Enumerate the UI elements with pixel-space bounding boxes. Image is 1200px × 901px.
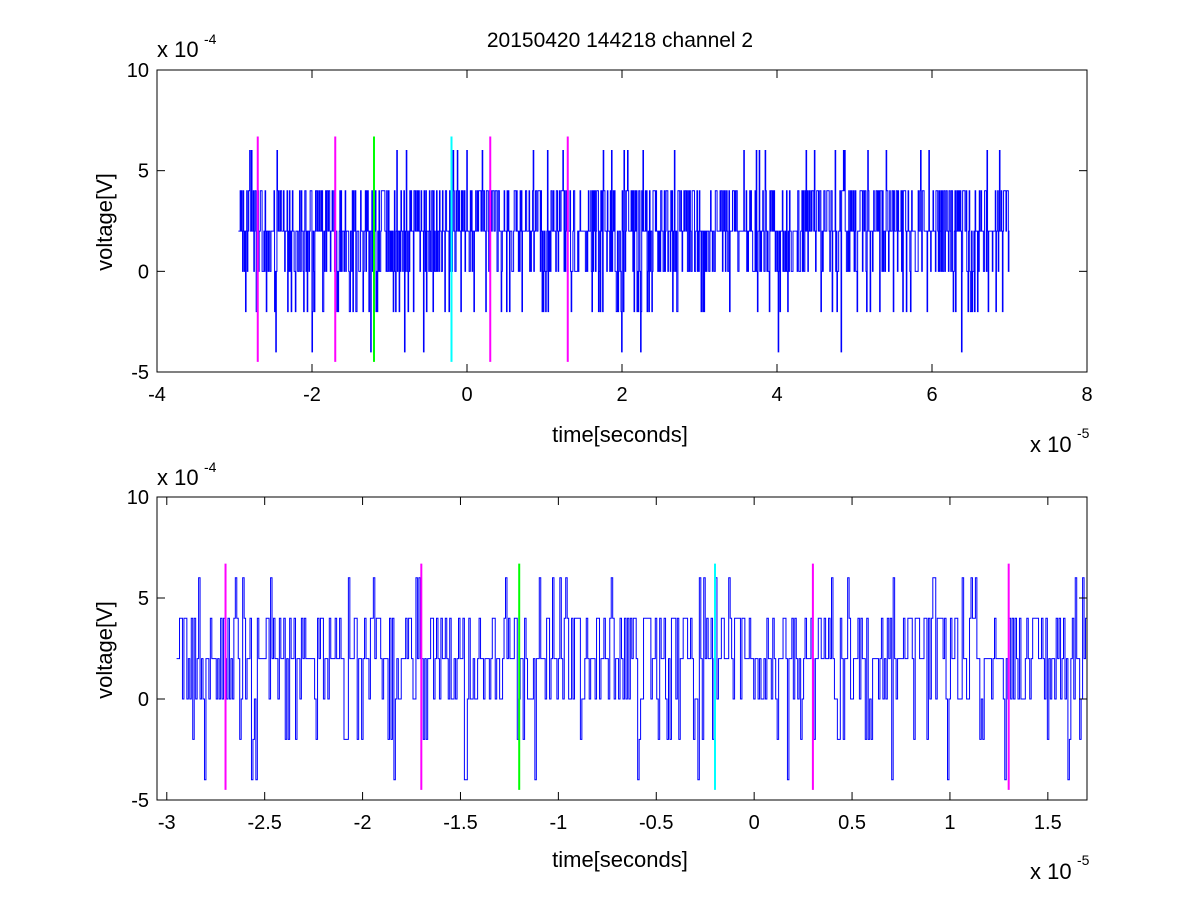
top-y-multiplier: x 10	[157, 37, 199, 62]
bottom-x-ticks: -3 -2.5 -2 -1.5 -1 -0.5 0 0.5 1 1.5	[158, 497, 1062, 834]
x-tick-label: 4	[771, 384, 782, 406]
bottom-x-exponent: x 10 -5	[1030, 852, 1090, 884]
bottom-x-axis-label: time[seconds]	[552, 847, 688, 872]
voltage-trace-line	[176, 577, 1088, 781]
top-x-exponent: x 10 -5	[1030, 425, 1090, 457]
bottom-y-exponent: x 10 -4	[157, 459, 217, 490]
x-tick-label: 0.5	[838, 812, 866, 834]
bottom-y-exponent-value: -4	[204, 459, 217, 475]
bottom-axes-frame	[156, 496, 1088, 801]
voltage-trace-line	[238, 150, 1010, 353]
y-tick-label: -5	[131, 790, 149, 812]
x-tick-label: 1	[944, 812, 955, 834]
y-tick-label: 0	[138, 261, 149, 283]
x-tick-label: -1	[549, 812, 567, 834]
top-x-axis-label: time[seconds]	[552, 422, 688, 447]
bottom-y-axis-label: voltage[V]	[92, 601, 117, 699]
y-tick-label: 10	[127, 60, 149, 82]
x-tick-label: -2	[303, 384, 321, 406]
bottom-plot-marks	[176, 563, 1088, 790]
x-tick-label: 0	[461, 384, 472, 406]
x-tick-label: -2.5	[247, 812, 281, 834]
bottom-y-multiplier: x 10	[157, 465, 199, 490]
chart-title: 20150420 144218 channel 2	[487, 29, 753, 52]
y-tick-label: 10	[127, 487, 149, 509]
x-tick-label: -2	[354, 812, 372, 834]
x-tick-label: -3	[158, 812, 176, 834]
x-tick-label: -4	[148, 384, 166, 406]
top-y-axis-label: voltage[V]	[92, 173, 117, 271]
top-x-multiplier: x 10	[1030, 432, 1072, 457]
x-tick-label: 8	[1081, 384, 1092, 406]
y-tick-label: -5	[131, 362, 149, 384]
x-tick-label: 1.5	[1034, 812, 1062, 834]
x-tick-label: 2	[616, 384, 627, 406]
y-tick-label: 5	[138, 588, 149, 610]
top-y-exponent: x 10 -4	[157, 31, 217, 62]
top-subplot: 20150420 144218 channel 2 -5 0 5 10 -4 -2 0 2 4…	[92, 29, 1093, 457]
top-y-exponent-value: -4	[204, 31, 217, 47]
bottom-y-ticks: -5 0 5 10	[127, 487, 1087, 812]
top-plot-marks	[238, 136, 1010, 362]
x-tick-label: -0.5	[639, 812, 673, 834]
bottom-x-exponent-value: -5	[1077, 852, 1090, 868]
bottom-subplot: -5 0 5 10 -3 -2.5 -2 -1.5 -1 -0.5 0 0.5 1 1.5 voltag…	[92, 459, 1090, 884]
y-tick-label: 0	[138, 689, 149, 711]
x-tick-label: 0	[749, 812, 760, 834]
top-x-exponent-value: -5	[1077, 425, 1090, 441]
x-tick-label: 6	[926, 384, 937, 406]
x-tick-label: -1.5	[443, 812, 477, 834]
y-tick-label: 5	[138, 161, 149, 183]
top-x-ticks: -4 -2 0 2 4 6 8	[148, 70, 1093, 406]
top-y-ticks: -5 0 5 10	[127, 60, 1087, 384]
bottom-x-multiplier: x 10	[1030, 859, 1072, 884]
